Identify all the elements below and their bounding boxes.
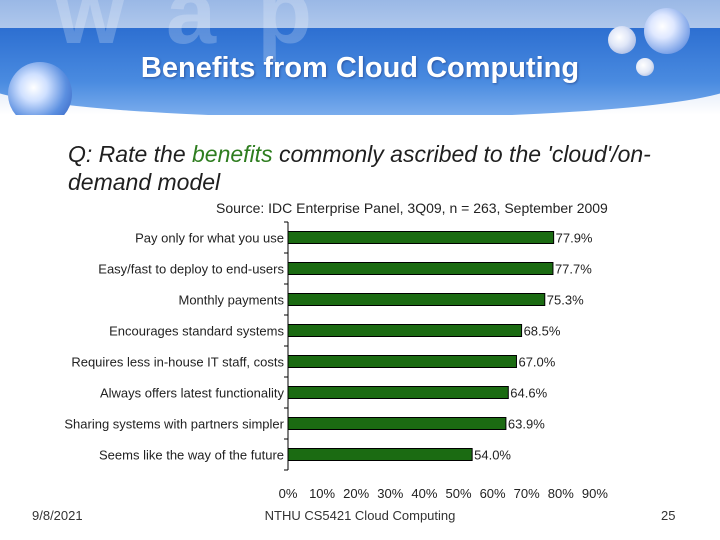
header-band (0, 28, 720, 115)
x-tick-label: 20% (343, 486, 369, 501)
x-tick-label: 70% (514, 486, 540, 501)
question-highlight: benefits (192, 141, 273, 167)
orb-decoration-right-small (636, 58, 654, 76)
question-text-end: commonly ascribed to the 'cloud'/on-dema… (68, 141, 651, 195)
bar (287, 386, 509, 399)
value-label: 63.9% (508, 417, 545, 432)
x-tick-label: 80% (548, 486, 574, 501)
category-label: Pay only for what you use (135, 231, 284, 246)
category-label: Monthly payments (179, 293, 285, 308)
bar (287, 417, 507, 430)
bar (287, 448, 473, 461)
x-tick-label: 30% (377, 486, 403, 501)
x-tick-label: 60% (480, 486, 506, 501)
category-label: Easy/fast to deploy to end-users (98, 262, 284, 277)
value-label: 67.0% (518, 355, 555, 370)
slide-header: w a p Benefits from Cloud Computing (0, 0, 720, 115)
category-label: Seems like the way of the future (99, 448, 284, 463)
x-tick-label: 0% (279, 486, 298, 501)
value-label: 77.7% (555, 262, 592, 277)
bar (287, 231, 555, 244)
footer-course: NTHU CS5421 Cloud Computing (264, 508, 456, 523)
category-label: Encourages standard systems (109, 324, 284, 339)
survey-question: Q: Rate the benefits commonly ascribed t… (68, 140, 708, 196)
slide-title: Benefits from Cloud Computing (140, 52, 580, 84)
source-note: Source: IDC Enterprise Panel, 3Q09, n = … (216, 200, 608, 216)
x-tick-label: 40% (411, 486, 437, 501)
orb-decoration-right-medium (608, 26, 636, 54)
footer-date: 9/8/2021 (32, 508, 83, 523)
category-label: Requires less in-house IT staff, costs (71, 355, 284, 370)
x-tick-label: 10% (309, 486, 335, 501)
x-tick-label: 50% (445, 486, 471, 501)
value-label: 54.0% (474, 448, 511, 463)
orb-decoration-right-large (644, 8, 690, 54)
value-label: 75.3% (547, 293, 584, 308)
value-label: 64.6% (510, 386, 547, 401)
header-watermark-decoration: w a p (55, 0, 321, 63)
bar (287, 324, 523, 337)
bar (287, 262, 554, 275)
category-label: Always offers latest functionality (100, 386, 285, 401)
question-text-start: Q: Rate the (68, 141, 193, 167)
value-label: 68.5% (524, 324, 561, 339)
category-label: Sharing systems with partners simpler (64, 417, 284, 432)
footer-page-number: 25 (661, 508, 676, 523)
benefits-bar-chart: Pay only for what you use 77.9% Easy/fast … (64, 221, 608, 501)
orb-decoration-left (8, 62, 72, 115)
x-tick-label: 90% (582, 486, 608, 501)
bar (287, 293, 546, 306)
bar (287, 355, 517, 368)
value-label: 77.9% (556, 231, 593, 246)
